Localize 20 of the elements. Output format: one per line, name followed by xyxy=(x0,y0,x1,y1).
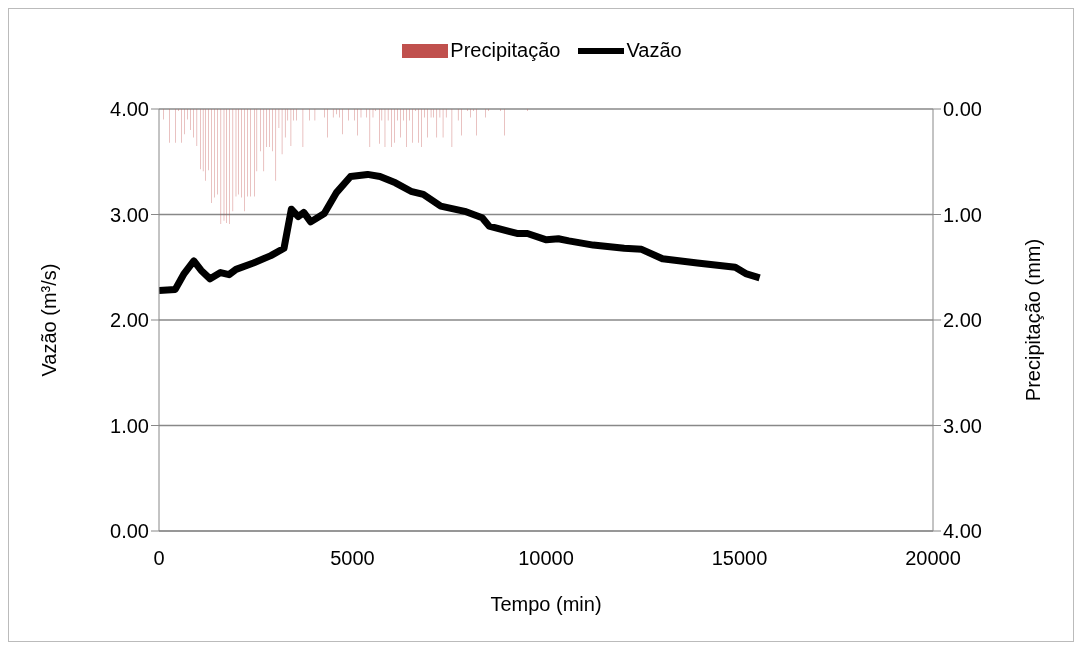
legend-label: Vazão xyxy=(626,39,682,62)
x-tick-label: 20000 xyxy=(905,547,961,570)
y-tick-label: 1.00 xyxy=(110,414,149,437)
y2-tick-label: 3.00 xyxy=(943,414,982,437)
y2-tick-label: 1.00 xyxy=(943,203,982,226)
x-tick-label: 5000 xyxy=(330,547,375,570)
y-tick-label: 4.00 xyxy=(110,98,149,121)
x-tick-label: 15000 xyxy=(711,547,768,570)
y2-tick-label: 4.00 xyxy=(943,520,982,543)
y-tick-label: 0.00 xyxy=(110,520,149,543)
x-tick-label: 0 xyxy=(153,547,165,570)
x-axis-title: Tempo (min) xyxy=(490,593,602,615)
y-axis-title: Vazão (m³/s) xyxy=(38,263,61,377)
y-tick-label: 3.00 xyxy=(110,203,149,226)
x-tick-label: 10000 xyxy=(518,547,574,570)
y-tick-label: 2.00 xyxy=(110,309,149,332)
y2-tick-label: 2.00 xyxy=(943,309,982,332)
y2-tick-label: 0.00 xyxy=(943,98,982,121)
y2-axis-title: Precipitação (mm) xyxy=(1022,238,1045,402)
legend-label: Precipitação xyxy=(450,39,561,62)
